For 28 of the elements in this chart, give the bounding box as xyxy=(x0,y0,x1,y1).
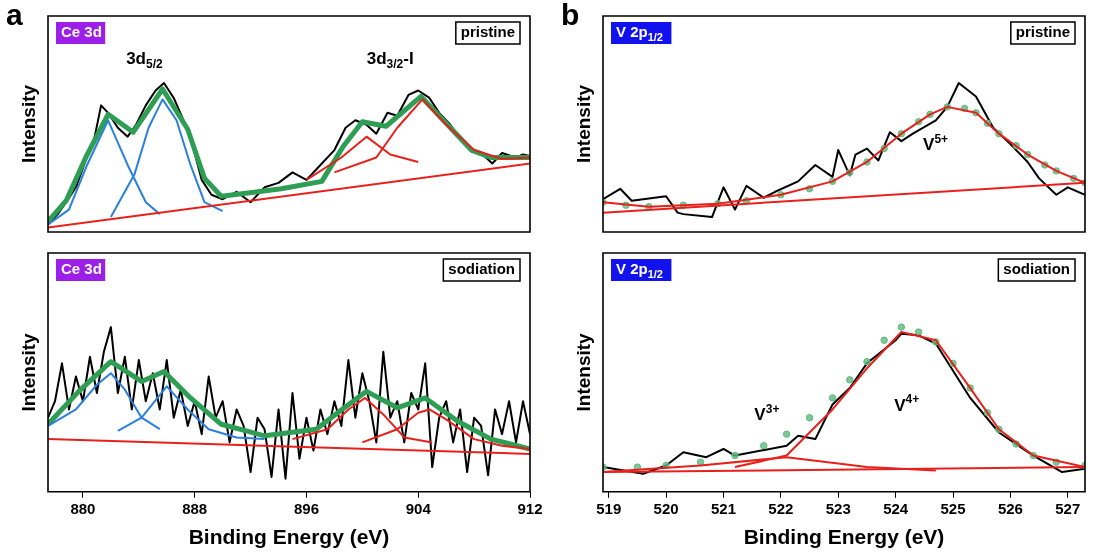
y-axis-title: Intensity xyxy=(17,84,39,164)
chart-title: a xyxy=(6,0,23,32)
x-tick-label: 522 xyxy=(768,499,794,517)
x-tick-label: 904 xyxy=(405,499,432,517)
x-tick-label: 525 xyxy=(940,499,966,517)
x-tick-label: 896 xyxy=(293,499,319,517)
text: sodiation xyxy=(1003,260,1071,278)
x-tick-label: 888 xyxy=(182,499,208,517)
y-axis-title: Intensity xyxy=(17,332,39,412)
text: pristine xyxy=(1015,23,1071,41)
text: pristine xyxy=(460,23,516,41)
y-axis-title: Intensity xyxy=(572,332,594,412)
x-tick-label: 524 xyxy=(883,499,909,517)
x-axis-title: Binding Energy (eV) xyxy=(188,525,390,549)
x-tick-label: 521 xyxy=(710,499,737,517)
chart-title: b xyxy=(561,0,580,32)
x-tick-label: 526 xyxy=(997,499,1023,517)
y-axis-title: Intensity xyxy=(572,84,594,164)
x-tick-label: 880 xyxy=(70,499,96,517)
x-tick-label: 912 xyxy=(517,499,543,517)
text: sodiation xyxy=(448,260,516,278)
x-axis-title: Binding Energy (eV) xyxy=(743,525,945,549)
x-tick-label: 523 xyxy=(825,499,851,517)
x-tick-label: 520 xyxy=(653,499,679,517)
text: Ce 3d xyxy=(61,23,102,41)
x-tick-label: 519 xyxy=(596,499,622,517)
x-tick-label: 527 xyxy=(1055,499,1081,517)
text: Ce 3d xyxy=(61,260,102,278)
